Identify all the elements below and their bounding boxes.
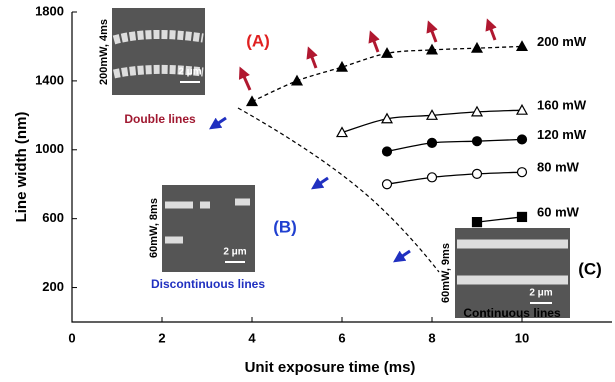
point bbox=[473, 169, 482, 178]
y-tick-label: 1400 bbox=[35, 72, 64, 87]
point bbox=[472, 43, 482, 52]
y-tick-label: 600 bbox=[42, 210, 64, 225]
annotation: Continuous lines bbox=[463, 306, 561, 320]
point bbox=[518, 212, 527, 221]
x-tick-label: 0 bbox=[68, 330, 75, 345]
annotation: Discontinuous lines bbox=[151, 277, 265, 291]
regime-boundary bbox=[238, 108, 439, 272]
point bbox=[247, 97, 257, 106]
x-tick-label: 6 bbox=[338, 330, 345, 345]
series-label: 160 mW bbox=[537, 98, 587, 113]
annotation: 200mW, 4ms bbox=[98, 19, 110, 85]
x-tick-label: 2 bbox=[158, 330, 165, 345]
annotation: 2 μm bbox=[529, 288, 552, 299]
point bbox=[518, 168, 527, 177]
point bbox=[428, 173, 437, 182]
annotation: (C) bbox=[578, 259, 602, 278]
y-tick-label: 200 bbox=[42, 279, 64, 294]
x-axis-label: Unit exposure time (ms) bbox=[245, 359, 416, 376]
series-label: 120 mW bbox=[537, 127, 587, 142]
annotation: (B) bbox=[273, 217, 297, 236]
point bbox=[473, 218, 482, 227]
point bbox=[428, 138, 437, 147]
y-tick-label: 1000 bbox=[35, 141, 64, 156]
point bbox=[383, 147, 392, 156]
y-tick-label: 1800 bbox=[35, 3, 64, 18]
annotation: 2 μm bbox=[223, 247, 246, 258]
series-label: 200 mW bbox=[537, 34, 587, 49]
x-tick-label: 4 bbox=[248, 330, 256, 345]
fit-line bbox=[477, 217, 522, 222]
annotation: 2 μm bbox=[178, 67, 201, 78]
y-axis-label: Line width (nm) bbox=[13, 112, 30, 223]
series-label: 60 mW bbox=[537, 204, 580, 219]
fit-line bbox=[387, 172, 522, 184]
annotation: (A) bbox=[246, 31, 270, 50]
annotation: Double lines bbox=[124, 112, 196, 126]
annotation: 60mW, 8ms bbox=[148, 198, 160, 258]
series-label: 80 mW bbox=[537, 160, 580, 175]
insets bbox=[112, 8, 570, 318]
point bbox=[292, 76, 302, 85]
chart: Unit exposure time (ms) Line width (nm) … bbox=[0, 0, 615, 382]
point bbox=[383, 180, 392, 189]
point bbox=[473, 137, 482, 146]
annotation: 60mW, 9ms bbox=[440, 243, 452, 303]
point bbox=[518, 135, 527, 144]
x-tick-label: 8 bbox=[428, 330, 435, 345]
fit-line bbox=[387, 139, 522, 151]
x-tick-label: 10 bbox=[515, 330, 529, 345]
